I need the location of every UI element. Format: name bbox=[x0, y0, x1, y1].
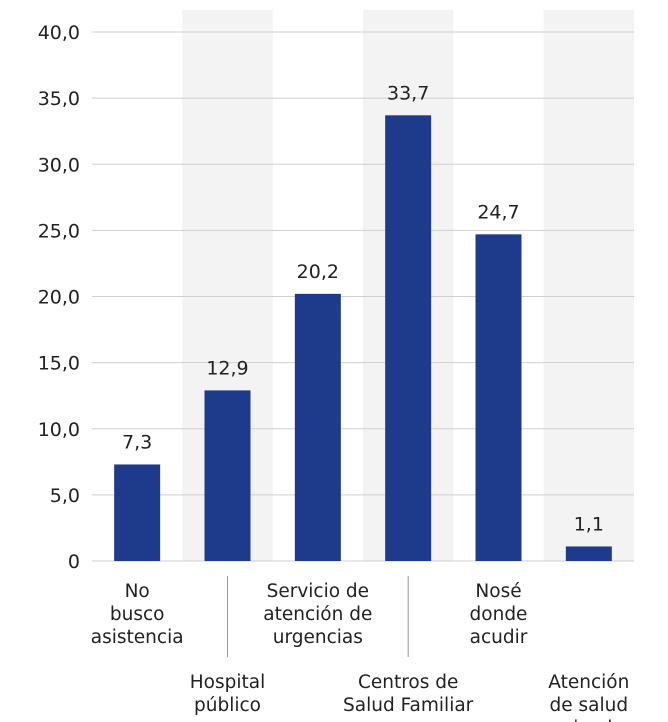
background-band bbox=[543, 10, 634, 561]
bars bbox=[114, 115, 612, 561]
y-axis-tick-labels: 0 5,0 10,0 15,0 20,0 25,0 30,0 35,0 40,0 bbox=[38, 22, 80, 573]
category-label: No busco asistencia bbox=[91, 581, 184, 648]
category-label: Nosé donde acudir bbox=[470, 581, 528, 648]
bar bbox=[114, 464, 161, 561]
y-tick-label: 35,0 bbox=[38, 88, 80, 110]
y-tick-label: 30,0 bbox=[38, 154, 80, 176]
y-tick-label: 25,0 bbox=[38, 220, 80, 242]
category-label: Hospital público bbox=[190, 672, 265, 716]
y-tick-label: 5,0 bbox=[50, 485, 80, 507]
category-separators bbox=[227, 576, 409, 657]
y-tick-label: 10,0 bbox=[38, 419, 80, 441]
category-label: Centros de Salud Familiar bbox=[343, 672, 474, 716]
bar bbox=[565, 546, 612, 561]
data-label: 20,2 bbox=[297, 261, 339, 283]
bar bbox=[294, 293, 341, 561]
y-tick-label: 15,0 bbox=[38, 353, 80, 375]
y-tick-label: 0 bbox=[68, 551, 80, 573]
data-label: 7,3 bbox=[122, 431, 152, 453]
data-label: 33,7 bbox=[387, 82, 429, 104]
y-tick-label: 20,0 bbox=[38, 287, 80, 309]
data-labels: 7,3 12,9 20,2 33,7 24,7 1,1 bbox=[122, 82, 604, 535]
gridlines bbox=[92, 31, 634, 562]
category-label: Servicio de atención de urgencias bbox=[263, 581, 372, 648]
data-label: 24,7 bbox=[477, 201, 519, 223]
data-label: 12,9 bbox=[206, 357, 248, 379]
bar bbox=[385, 115, 432, 561]
y-tick-label: 40,0 bbox=[38, 22, 80, 44]
data-label: 1,1 bbox=[574, 513, 604, 535]
bar bbox=[475, 234, 522, 561]
bar bbox=[204, 390, 251, 561]
